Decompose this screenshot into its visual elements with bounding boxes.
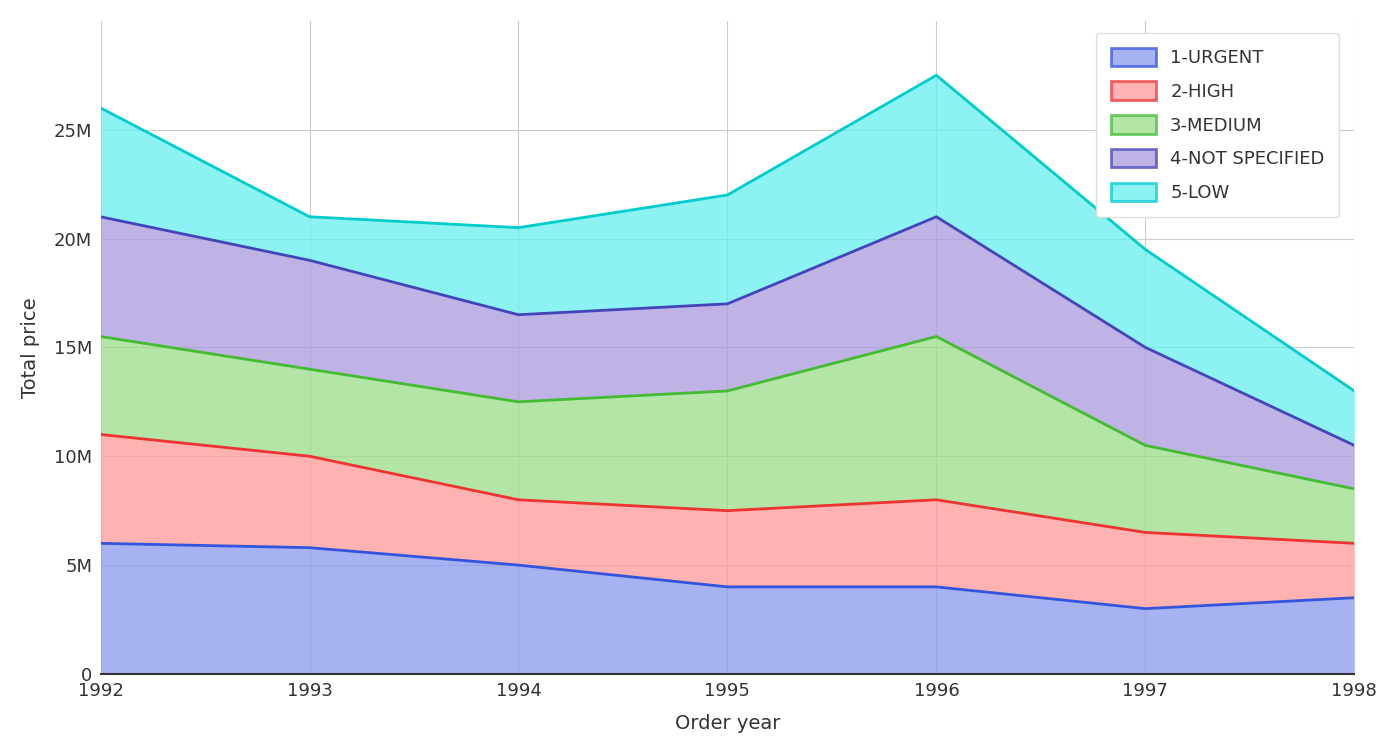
Y-axis label: Total price: Total price [21,297,39,397]
Legend: 1-URGENT, 2-HIGH, 3-MEDIUM, 4-NOT SPECIFIED, 5-LOW: 1-URGENT, 2-HIGH, 3-MEDIUM, 4-NOT SPECIF… [1096,33,1339,216]
X-axis label: Order year: Order year [675,714,780,733]
